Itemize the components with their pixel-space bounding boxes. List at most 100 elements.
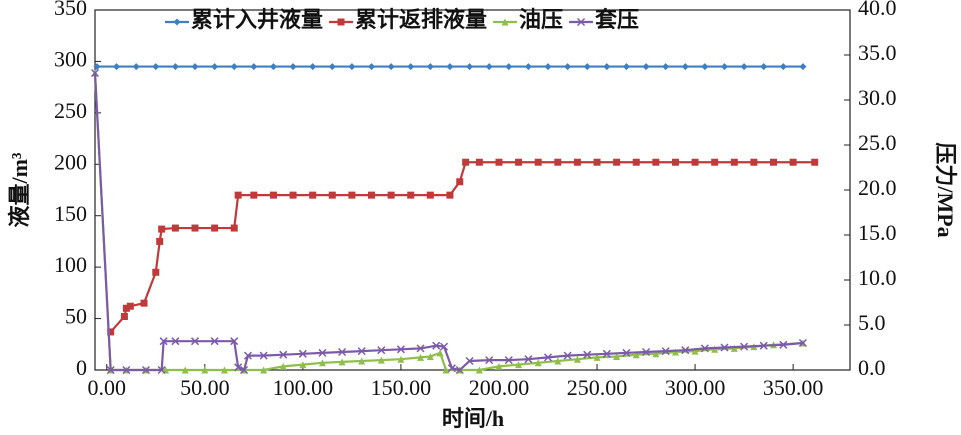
marker: [554, 158, 562, 166]
marker: [799, 63, 807, 71]
marker: [681, 63, 689, 71]
marker: [798, 338, 807, 348]
plot-frame: [94, 9, 851, 371]
marker: [662, 63, 670, 71]
y-tick-label: 300: [54, 46, 87, 71]
marker: [122, 304, 130, 312]
marker: [289, 191, 297, 199]
y-tick-label: 0: [76, 355, 87, 380]
marker: [564, 63, 572, 71]
marker: [357, 347, 366, 356]
marker: [358, 357, 366, 365]
legend-label: 累计入井液量: [191, 7, 323, 32]
marker: [318, 359, 326, 367]
marker: [259, 351, 268, 360]
marker: [583, 63, 591, 71]
marker: [152, 268, 160, 276]
marker: [260, 366, 268, 374]
marker: [158, 225, 166, 233]
marker: [730, 344, 738, 352]
marker: [318, 348, 327, 357]
marker: [462, 158, 470, 166]
marker: [397, 355, 405, 363]
marker: [230, 63, 238, 71]
marker: [700, 344, 709, 353]
marker: [234, 191, 242, 199]
marker: [210, 337, 219, 346]
marker: [573, 158, 581, 166]
marker: [328, 191, 336, 199]
marker: [691, 347, 699, 355]
marker: [368, 191, 376, 199]
marker: [455, 365, 464, 375]
marker: [554, 357, 562, 365]
marker: [770, 158, 778, 166]
x-tick-label: 200.00: [469, 375, 530, 400]
marker: [577, 17, 586, 27]
series-line: [93, 72, 804, 372]
y2-tick-label: 0.0: [858, 355, 886, 380]
marker: [190, 337, 200, 346]
marker: [466, 63, 474, 71]
marker: [515, 361, 523, 369]
marker: [534, 158, 542, 166]
marker: [442, 366, 450, 374]
marker: [191, 63, 199, 71]
marker: [140, 299, 148, 307]
marker: [338, 358, 346, 366]
marker: [613, 158, 621, 166]
marker: [652, 350, 660, 358]
marker: [126, 302, 134, 310]
marker: [211, 224, 219, 232]
y2-tick-label: 15.0: [858, 220, 897, 245]
marker: [534, 359, 542, 367]
marker: [465, 356, 474, 366]
marker: [171, 63, 179, 71]
marker: [701, 63, 709, 71]
marker: [475, 366, 483, 374]
marker: [141, 365, 151, 375]
marker: [671, 158, 679, 166]
marker: [740, 342, 749, 351]
marker: [387, 191, 395, 199]
marker: [504, 356, 513, 365]
marker: [456, 178, 464, 186]
marker: [495, 158, 503, 166]
marker: [269, 191, 277, 199]
marker: [720, 343, 729, 352]
marker: [505, 63, 513, 71]
marker: [387, 63, 395, 71]
x-tick-label: 100.00: [273, 375, 334, 400]
marker: [211, 63, 219, 71]
marker: [309, 63, 317, 71]
x-axis-label: 时间/h: [442, 406, 504, 431]
y2-tick-label: 10.0: [858, 265, 897, 290]
marker: [157, 365, 166, 375]
marker: [426, 353, 434, 360]
marker: [348, 191, 356, 199]
marker: [152, 63, 160, 71]
y-tick-label: 350: [54, 0, 87, 20]
y2-tick-label: 40.0: [858, 0, 897, 20]
marker: [328, 63, 336, 71]
marker: [309, 191, 317, 199]
marker: [632, 158, 640, 166]
marker: [485, 63, 493, 71]
marker: [289, 63, 297, 71]
marker: [440, 342, 449, 351]
y-tick-label: 50: [65, 304, 87, 329]
marker: [603, 63, 611, 71]
y2-tick-label: 35.0: [858, 40, 897, 65]
marker: [622, 63, 630, 71]
marker: [515, 158, 523, 166]
marker: [377, 346, 386, 355]
marker: [759, 341, 768, 350]
marker: [573, 355, 581, 363]
marker: [740, 63, 748, 71]
x-tick-label: 0.00: [88, 375, 127, 400]
marker: [671, 348, 679, 356]
x-tick-label: 250.00: [567, 375, 628, 400]
marker: [220, 366, 228, 374]
marker: [156, 237, 164, 245]
